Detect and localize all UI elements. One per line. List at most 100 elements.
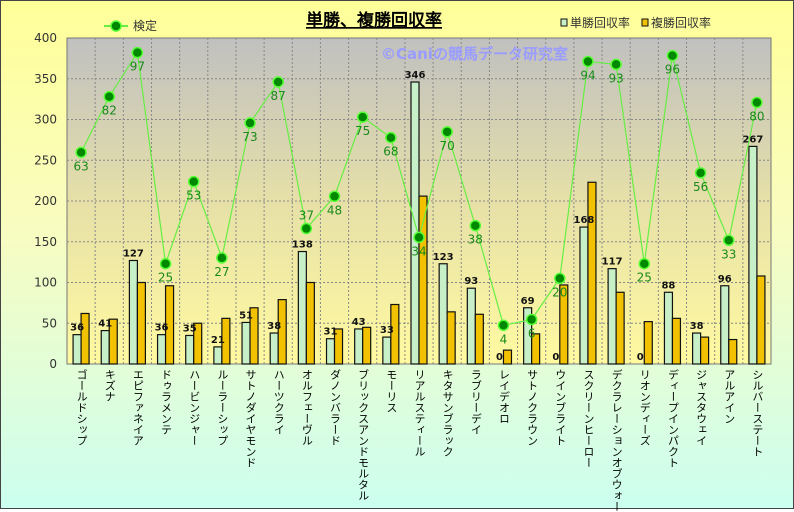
- bar-tansho: [213, 346, 223, 365]
- line-data-label: 37: [299, 209, 314, 223]
- line-point: [666, 49, 679, 62]
- line-data-label: 4: [500, 332, 508, 346]
- bar-fukusho: [474, 313, 484, 365]
- bar-tansho: [607, 268, 617, 365]
- line-point: [300, 222, 313, 235]
- x-tick-label: キズナ: [103, 369, 117, 402]
- x-tick-label: モーリス: [384, 369, 398, 413]
- bar-tansho: [748, 145, 758, 365]
- bar-data-label: 38: [267, 321, 281, 332]
- y-tick-label: 50: [42, 316, 57, 330]
- line-data-label: 82: [102, 104, 117, 118]
- line-point: [694, 167, 707, 179]
- bar-tansho: [269, 332, 279, 365]
- line-point: [554, 272, 566, 285]
- bar-tansho: [297, 250, 307, 365]
- bar-fukusho: [615, 291, 625, 365]
- x-tick-label: ハーツクライ: [272, 369, 286, 435]
- legend-label: 検定: [133, 18, 157, 33]
- legend-label: 複勝回収率: [651, 15, 711, 30]
- y-tick-label: 350: [34, 72, 57, 86]
- line-point: [131, 46, 144, 59]
- bar-tansho: [663, 291, 674, 365]
- x-tick-label: ゴールドシップ: [75, 369, 89, 446]
- bar-data-label: 267: [742, 134, 763, 145]
- line-point: [638, 257, 651, 270]
- line-data-label: 63: [73, 159, 88, 173]
- bar-data-label: 35: [183, 323, 197, 334]
- line-point: [497, 319, 510, 332]
- line-point: [216, 252, 228, 264]
- bar-fukusho: [531, 333, 541, 365]
- line-data-label: 87: [271, 89, 286, 103]
- bar-fukusho: [193, 322, 203, 365]
- y-tick-label: 150: [34, 235, 57, 249]
- legend-swatch-icon: [641, 18, 649, 27]
- x-tick-label: ラブリーデイ: [469, 369, 483, 435]
- line-point: [525, 313, 538, 326]
- x-tick-label: サトノダイヤモンド: [244, 369, 258, 468]
- line-data-label: 25: [637, 271, 652, 285]
- x-tick-label: ウインブライト: [553, 369, 567, 446]
- x-tick-label: オルフェーヴル: [300, 369, 314, 446]
- x-tick-label: キタサンブラック: [441, 369, 455, 457]
- x-tick-label: スクリーンヒーロー: [581, 369, 595, 468]
- bar-fukusho: [333, 328, 344, 365]
- bar-fukusho: [108, 318, 118, 365]
- x-tick-label: ハービンジャー: [187, 369, 201, 446]
- y-tick-label: 100: [34, 276, 57, 290]
- bar-fukusho: [671, 317, 682, 365]
- bar-fukusho: [390, 303, 400, 365]
- bar-tansho: [185, 334, 195, 365]
- bar-fukusho: [728, 338, 738, 365]
- bar-data-label: 138: [292, 240, 313, 251]
- x-tick-label: リオンディーズ: [638, 369, 652, 446]
- bar-data-label: 0: [552, 352, 559, 363]
- chart-title: 単勝、複勝回収率: [306, 10, 442, 31]
- line-point: [385, 131, 397, 144]
- bar-tansho: [691, 332, 702, 365]
- line-point: [751, 96, 763, 109]
- line-point: [75, 146, 87, 159]
- x-tick-label: ドゥラメンテ: [159, 369, 173, 435]
- bar-fukusho: [362, 326, 372, 365]
- x-tick-label: シルバーステート: [750, 369, 764, 457]
- bar-tansho: [72, 334, 82, 365]
- line-data-label: 68: [383, 145, 398, 159]
- legend-swatch-icon: [560, 18, 568, 27]
- line-point: [103, 90, 115, 103]
- line-data-label: 94: [580, 68, 595, 82]
- line-point: [610, 58, 622, 71]
- y-tick-label: 250: [34, 153, 57, 167]
- bar-data-label: 69: [521, 296, 535, 307]
- bar-data-label: 0: [637, 352, 644, 363]
- line-data-label: 6: [528, 326, 536, 340]
- bar-fukusho: [699, 336, 710, 365]
- bar-tansho: [156, 334, 167, 365]
- bar-data-label: 117: [602, 257, 623, 268]
- bar-data-label: 346: [405, 70, 426, 81]
- line-data-label: 75: [355, 124, 370, 138]
- bar-data-label: 38: [690, 321, 704, 332]
- line-data-label: 96: [665, 63, 680, 77]
- bar-fukusho: [446, 311, 456, 365]
- line-point: [582, 55, 594, 68]
- bar-data-label: 33: [380, 325, 394, 336]
- bar-data-label: 168: [574, 215, 595, 226]
- line-data-label: 73: [242, 130, 257, 144]
- bar-tansho: [325, 338, 336, 365]
- line-data-label: 20: [552, 285, 567, 299]
- bar-data-label: 51: [239, 310, 253, 321]
- line-data-label: 93: [608, 71, 623, 85]
- legend-bar-1: 単勝回収率: [560, 15, 630, 30]
- bar-fukusho: [559, 284, 569, 365]
- bar-tansho: [579, 226, 589, 365]
- x-tick-label: ダノンバラード: [328, 369, 342, 446]
- bar-fukusho: [80, 312, 90, 365]
- line-point: [469, 219, 482, 232]
- bar-fukusho: [249, 307, 259, 365]
- line-data-label: 56: [693, 180, 708, 194]
- bar-fukusho: [164, 285, 175, 365]
- bar-fukusho: [418, 195, 428, 365]
- legend-marker-icon: [110, 20, 122, 32]
